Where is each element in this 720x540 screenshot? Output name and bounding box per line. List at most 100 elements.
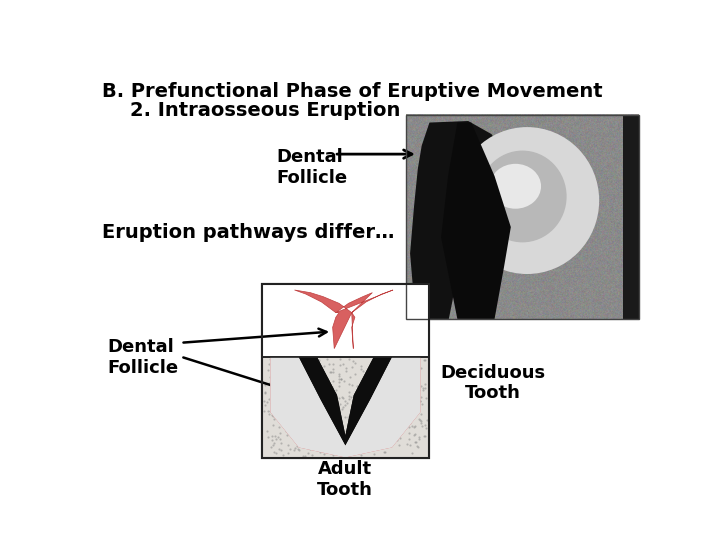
Point — [372, 376, 384, 384]
Point — [384, 420, 396, 428]
Point — [361, 416, 372, 424]
Point — [305, 443, 317, 452]
Point — [342, 449, 354, 457]
Point — [356, 404, 368, 413]
Point — [379, 361, 390, 369]
Point — [317, 368, 328, 377]
Point — [343, 355, 355, 363]
Point — [318, 450, 330, 458]
Point — [346, 381, 358, 389]
Point — [346, 439, 357, 448]
Point — [378, 424, 390, 433]
Point — [372, 395, 384, 403]
Point — [284, 445, 296, 454]
Point — [369, 358, 380, 367]
Point — [280, 369, 292, 378]
Point — [289, 443, 301, 452]
Point — [328, 451, 339, 460]
Point — [375, 388, 387, 396]
Point — [291, 432, 302, 441]
Point — [354, 432, 366, 441]
Point — [410, 430, 421, 438]
Point — [319, 374, 330, 382]
Point — [276, 383, 287, 392]
Point — [376, 442, 387, 451]
Point — [309, 380, 320, 388]
Point — [390, 433, 402, 441]
Point — [284, 393, 295, 402]
Point — [395, 383, 407, 391]
Point — [378, 384, 390, 393]
Point — [303, 427, 315, 436]
Point — [263, 433, 274, 441]
Point — [406, 362, 418, 370]
Point — [312, 426, 323, 434]
Point — [264, 379, 275, 388]
Point — [317, 435, 328, 443]
Point — [315, 382, 326, 391]
Point — [411, 380, 423, 389]
Point — [269, 391, 281, 400]
Point — [408, 430, 420, 439]
Point — [343, 394, 355, 403]
Point — [408, 377, 419, 386]
Point — [294, 379, 306, 388]
Point — [325, 368, 336, 377]
Text: 2. Intraosseous Eruption: 2. Intraosseous Eruption — [130, 101, 400, 120]
Point — [350, 444, 361, 453]
Point — [349, 359, 361, 367]
Point — [292, 396, 304, 404]
Point — [345, 435, 356, 444]
Point — [374, 398, 386, 407]
Point — [390, 381, 402, 389]
Point — [307, 396, 318, 405]
Point — [347, 357, 359, 366]
Point — [352, 447, 364, 456]
Point — [341, 429, 353, 438]
Point — [404, 383, 415, 391]
Point — [287, 430, 299, 438]
Point — [275, 373, 287, 382]
Point — [404, 359, 415, 367]
Point — [333, 404, 345, 413]
Point — [395, 426, 406, 435]
Point — [410, 422, 421, 431]
Point — [282, 362, 294, 371]
Point — [364, 405, 375, 414]
Point — [355, 362, 366, 371]
Point — [326, 428, 338, 436]
Point — [270, 448, 282, 457]
Point — [348, 450, 359, 458]
Point — [381, 360, 392, 369]
Text: Deciduous
Tooth: Deciduous Tooth — [441, 363, 546, 402]
Point — [275, 439, 287, 448]
Point — [404, 413, 415, 421]
Point — [390, 426, 401, 435]
Point — [405, 396, 416, 405]
Point — [282, 449, 294, 458]
Point — [286, 369, 297, 378]
Point — [282, 361, 294, 369]
Point — [316, 376, 328, 385]
Point — [274, 402, 285, 411]
Point — [268, 438, 279, 447]
Point — [308, 392, 320, 400]
Point — [378, 448, 390, 456]
Bar — [406, 115, 639, 319]
Point — [285, 360, 297, 369]
Point — [353, 399, 364, 408]
Point — [333, 370, 344, 379]
Point — [293, 446, 305, 454]
Point — [317, 399, 328, 408]
Point — [338, 437, 349, 445]
Point — [302, 420, 314, 429]
Point — [404, 388, 415, 396]
Point — [336, 405, 348, 414]
Point — [392, 422, 404, 430]
Point — [333, 375, 345, 383]
Point — [292, 378, 303, 387]
Point — [404, 429, 415, 437]
Point — [258, 407, 270, 416]
Point — [300, 368, 311, 377]
Point — [308, 377, 320, 386]
